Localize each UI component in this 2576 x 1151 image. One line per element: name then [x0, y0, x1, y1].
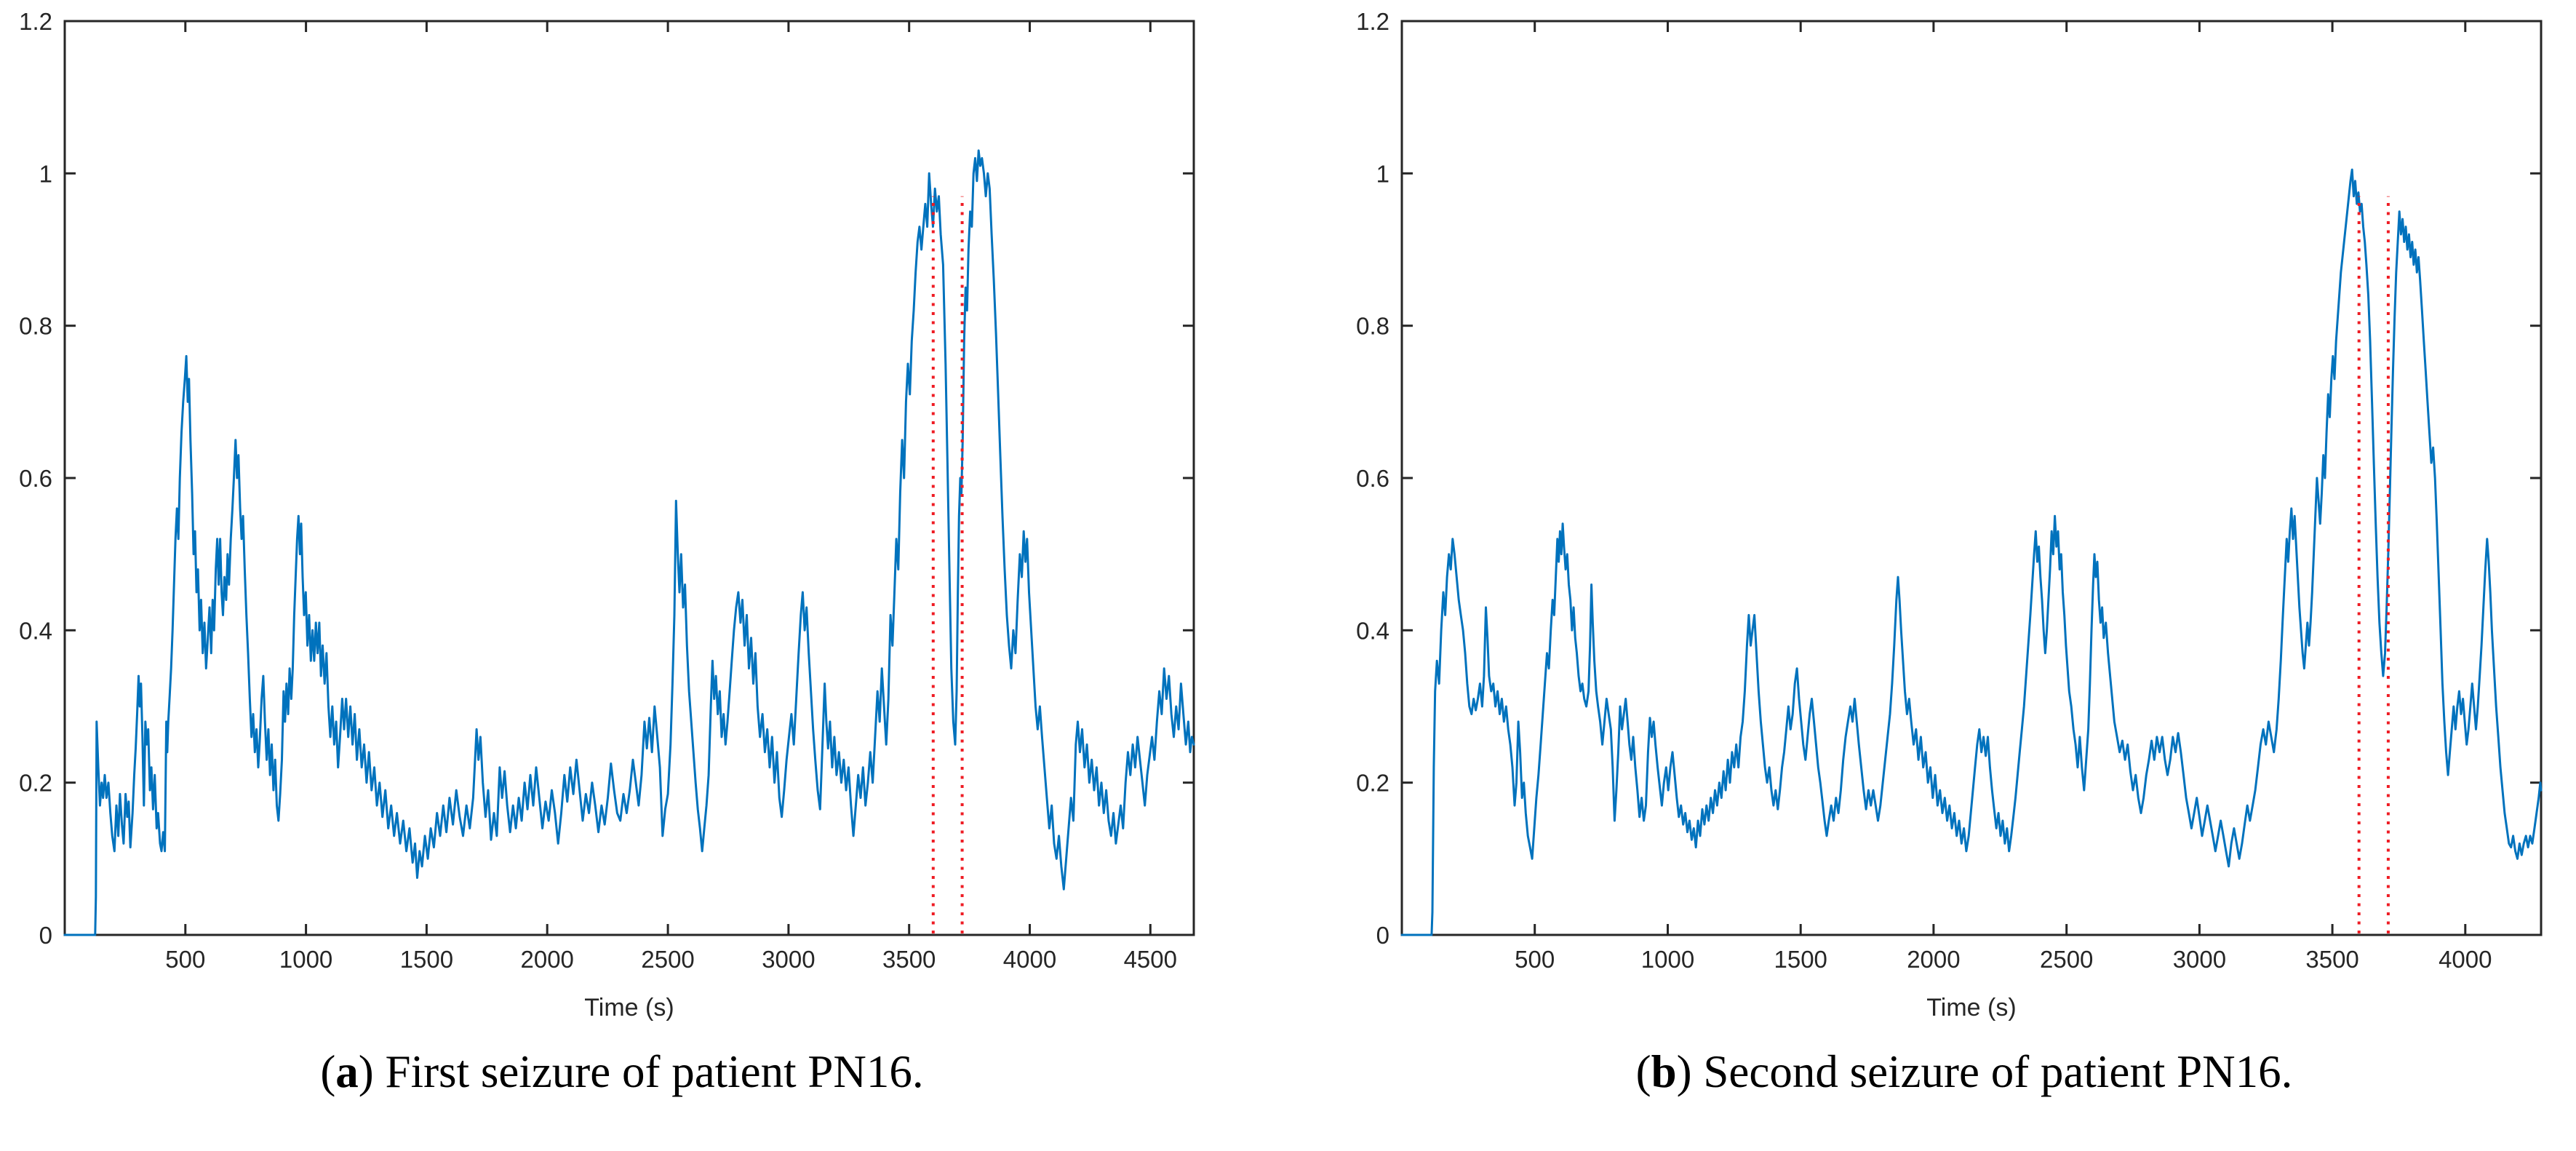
- x-tick-label: 1000: [279, 946, 332, 973]
- x-tick-label: 3000: [762, 946, 815, 973]
- y-tick-label: 0: [1376, 922, 1389, 949]
- chart-a: 500 1000 1500 2000 2500 3000 3500 4000 4500 0 0.2 0…: [19, 8, 1195, 1021]
- y-tick-label: 1: [1376, 160, 1389, 187]
- y-tick-label: 0: [39, 922, 52, 949]
- y-tick-label: 0.2: [19, 770, 52, 797]
- caption-a-paren-close: ): [358, 1046, 374, 1097]
- y-tick-label: 0.4: [1356, 617, 1389, 644]
- x-tick-label: 4500: [1124, 946, 1177, 973]
- signal-trace-b: [1400, 168, 2543, 936]
- x-axis-title: Time (s): [1926, 994, 2016, 1021]
- caption-a-index: a: [335, 1046, 359, 1097]
- x-tick-label: 2500: [2040, 946, 2093, 973]
- caption-a-text: First seizure of patient PN16.: [385, 1046, 924, 1097]
- y-tick-label: 0.6: [1356, 465, 1389, 492]
- x-tick-label: 2000: [520, 946, 573, 973]
- caption-b-paren-open: (: [1635, 1046, 1651, 1097]
- x-tick-label: 1500: [1774, 946, 1827, 973]
- x-tick-label: 4000: [1003, 946, 1056, 973]
- y-tick-label: 0.8: [1356, 313, 1389, 340]
- caption-a: (a) First seizure of patient PN16.: [320, 1046, 923, 1099]
- x-tick-label: 2000: [1907, 946, 1960, 973]
- y-tick-label: 0.8: [19, 313, 52, 340]
- signal-trace-a: [63, 149, 1195, 936]
- caption-b-text: Second seizure of patient PN16.: [1703, 1046, 2293, 1097]
- y-tick-label: 0.6: [19, 465, 52, 492]
- caption-b-paren-close: ): [1676, 1046, 1692, 1097]
- x-tick-label: 3500: [2305, 946, 2358, 973]
- caption-b-index: b: [1651, 1046, 1677, 1097]
- x-tick-label: 1000: [1641, 946, 1694, 973]
- y-tick-label: 1.2: [19, 8, 52, 35]
- caption-a-paren-open: (: [320, 1046, 336, 1097]
- y-tick-label: 0.2: [1356, 770, 1389, 797]
- x-axis-title: Time (s): [584, 994, 674, 1021]
- chart-b: 500 1000 1500 2000 2500 3000 3500 4000 0 0.2 0.4 0.…: [1356, 8, 2543, 1021]
- x-tick-label: 4000: [2439, 946, 2492, 973]
- x-tick-label: 2500: [641, 946, 694, 973]
- x-tick-label: 3500: [882, 946, 936, 973]
- caption-b: (b) Second seizure of patient PN16.: [1636, 1046, 2293, 1099]
- y-tick-label: 1.2: [1356, 8, 1389, 35]
- y-tick-label: 0.4: [19, 617, 52, 644]
- x-tick-label: 3000: [2173, 946, 2226, 973]
- x-tick-label: 1500: [400, 946, 453, 973]
- x-tick-label: 500: [1515, 946, 1555, 973]
- y-tick-label: 1: [39, 160, 52, 187]
- x-tick-label: 500: [165, 946, 205, 973]
